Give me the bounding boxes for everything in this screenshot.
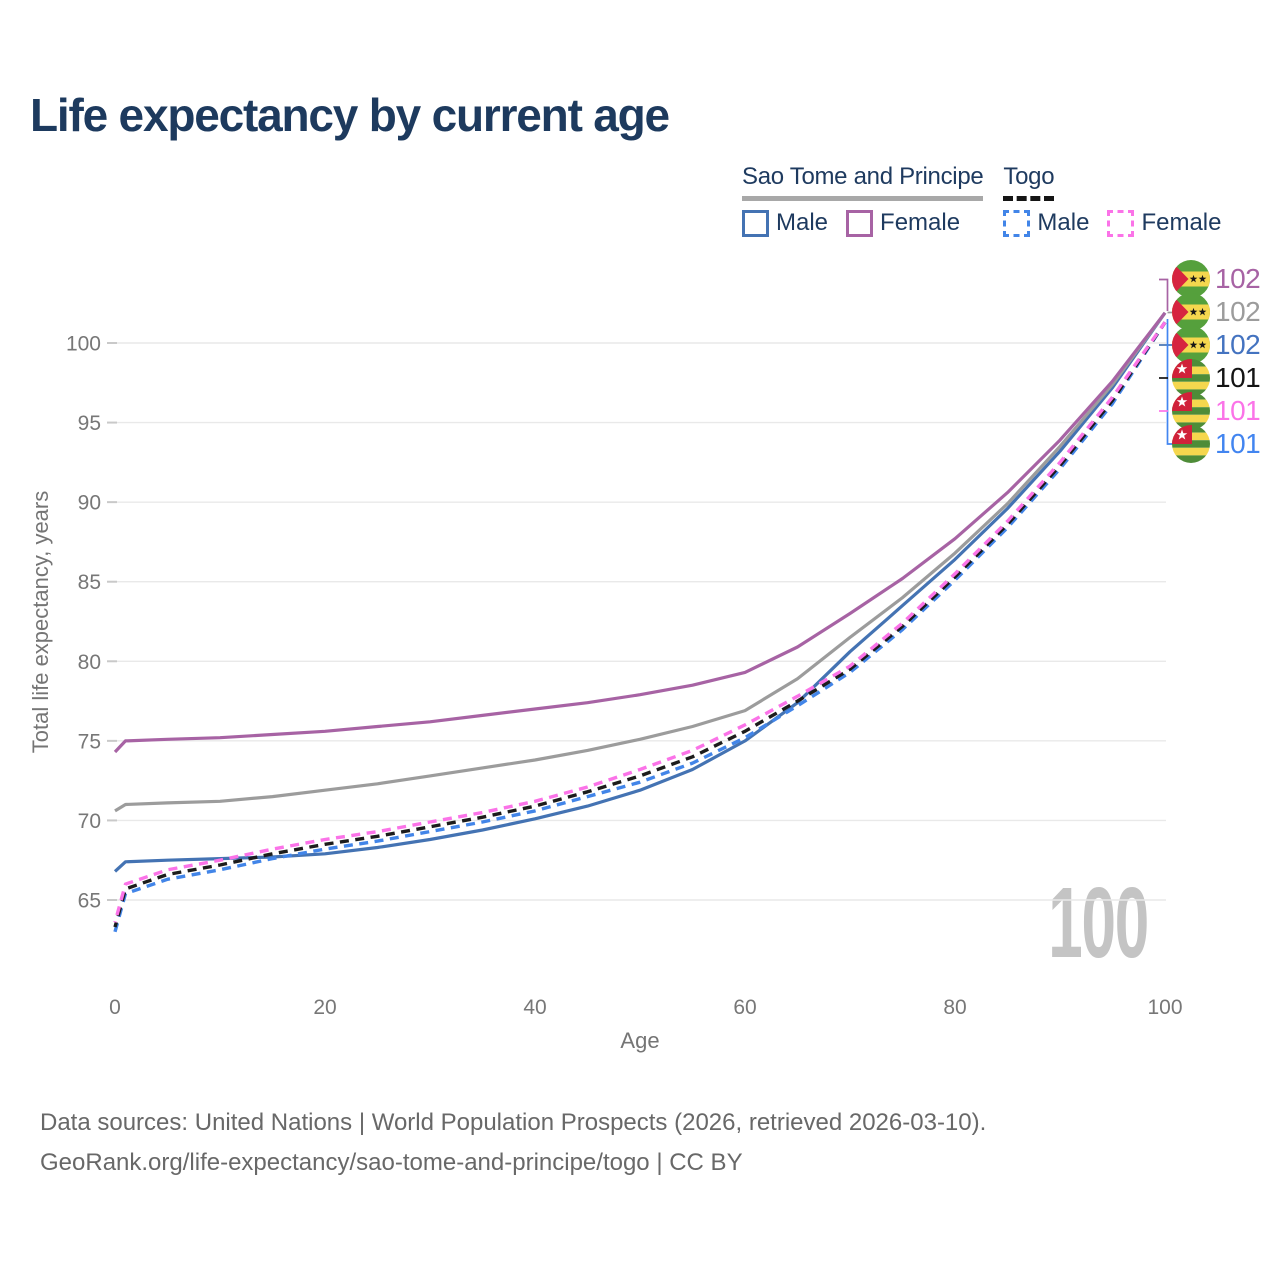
- end-label-row: 101: [1172, 425, 1261, 463]
- togo-flag-icon: [1172, 425, 1210, 463]
- series-lines: [113, 311, 1167, 933]
- end-label-leader-lines: [1159, 278, 1174, 445]
- end-label-row: 101: [1172, 359, 1261, 397]
- y-axis-title: Total life expectancy, years: [28, 491, 53, 754]
- page-title: Life expectancy by current age: [30, 89, 670, 141]
- y-tick-label: 80: [78, 651, 101, 674]
- legend-item-togo-male[interactable]: Male: [1003, 209, 1089, 237]
- series-line-togo-female[interactable]: [113, 321, 1167, 923]
- legend-group-sao-tome-and-principe: Sao Tome and Principe Male Female: [742, 163, 984, 237]
- legend-group-title-togo[interactable]: Togo: [1003, 163, 1055, 201]
- y-tick-label: 75: [78, 730, 101, 753]
- end-value: 102: [1215, 263, 1261, 294]
- leader-line: [1166, 319, 1173, 445]
- y-tick-label: 90: [78, 492, 101, 515]
- x-tick-label: 40: [523, 996, 546, 1019]
- age-watermark: 100: [1048, 867, 1148, 979]
- legend-item-label: Male: [776, 209, 829, 236]
- x-tick-label: 80: [943, 996, 966, 1019]
- series-line-togo-male[interactable]: [113, 321, 1167, 933]
- y-tick-label: 65: [78, 890, 101, 913]
- end-value: 102: [1215, 296, 1261, 327]
- x-axis-title: Age: [620, 1028, 659, 1053]
- x-tick-label: 20: [313, 996, 336, 1019]
- legend-group-togo: Togo Male Female: [1003, 163, 1221, 237]
- x-axis-tick-labels: 0 20 40 60 80 100: [109, 996, 1182, 1019]
- y-tick-label: 95: [78, 412, 101, 435]
- x-tick-label: 60: [733, 996, 756, 1019]
- footer: Data sources: United Nations | World Pop…: [40, 1103, 986, 1183]
- y-tick-label: 70: [78, 810, 101, 833]
- series-line-stp-female[interactable]: [113, 311, 1167, 754]
- series-line-stp-both[interactable]: [114, 311, 1167, 813]
- y-axis-tick-labels: 65 70 75 80 85 90 95 100: [66, 333, 101, 913]
- stp-male-swatch-icon: [742, 209, 769, 237]
- series-line-togo-both[interactable]: [113, 321, 1167, 928]
- end-label-row: 102: [1172, 260, 1261, 298]
- legend-item-stp-female[interactable]: Female: [846, 209, 960, 237]
- end-label-row: 102: [1172, 326, 1261, 364]
- stp-female-swatch-icon: [846, 209, 874, 237]
- y-tick-label: 85: [78, 571, 101, 594]
- footer-data-sources: Data sources: United Nations | World Pop…: [40, 1109, 987, 1136]
- togo-female-swatch-icon: [1107, 209, 1135, 237]
- legend-item-label: Female: [1141, 209, 1222, 236]
- end-value: 101: [1215, 395, 1261, 426]
- togo-male-swatch-icon: [1003, 209, 1031, 237]
- legend-item-label: Male: [1037, 209, 1090, 236]
- legend-item-label: Female: [880, 209, 961, 236]
- series-line-stp-male[interactable]: [113, 311, 1167, 873]
- legend-item-togo-female[interactable]: Female: [1107, 209, 1221, 237]
- end-label-row: 102: [1172, 293, 1261, 331]
- gridlines: [107, 342, 1166, 901]
- end-value: 102: [1215, 329, 1261, 360]
- x-tick-label: 100: [1147, 996, 1182, 1019]
- end-value: 101: [1215, 428, 1261, 459]
- legend-item-stp-male[interactable]: Male: [742, 209, 828, 237]
- legend-group-title-sao-tome-and-principe[interactable]: Sao Tome and Principe: [742, 163, 984, 201]
- y-tick-label: 100: [66, 333, 101, 356]
- end-label-row: 101: [1172, 392, 1261, 430]
- legend: Sao Tome and Principe Male Female Togo M…: [742, 163, 1221, 237]
- end-value: 101: [1215, 362, 1261, 393]
- footer-attribution: GeoRank.org/life-expectancy/sao-tome-and…: [40, 1149, 743, 1176]
- leader-line: [1159, 278, 1169, 311]
- x-tick-label: 0: [109, 996, 121, 1019]
